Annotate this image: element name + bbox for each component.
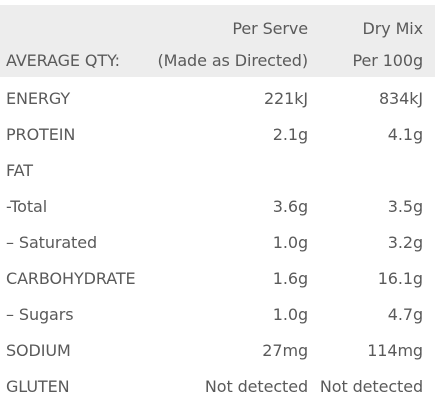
nutrient-label: CARBOHYDRATE xyxy=(6,269,136,288)
table-row: -Total 3.6g 3.5g xyxy=(0,189,435,225)
per-100g-value: 834kJ xyxy=(378,89,423,108)
nutrient-label: SODIUM xyxy=(6,341,71,360)
table-row: CARBOHYDRATE 1.6g 16.1g xyxy=(0,261,435,297)
per-serve-value: Not detected xyxy=(204,377,308,396)
average-qty-header: AVERAGE QTY: xyxy=(6,51,120,70)
per-100g-value: 3.2g xyxy=(387,233,423,252)
table-row: FAT xyxy=(0,153,435,189)
per-serve-value: 221kJ xyxy=(263,89,308,108)
per-serve-value: 1.0g xyxy=(272,233,308,252)
nutrient-label: PROTEIN xyxy=(6,125,76,144)
table-row: SODIUM 27mg 114mg xyxy=(0,333,435,369)
per-serve-value: 2.1g xyxy=(272,125,308,144)
per-100g-header: Per 100g xyxy=(352,51,424,70)
nutrient-label: -Total xyxy=(6,197,48,216)
table-header: AVERAGE QTY: Per Serve (Made as Directed… xyxy=(0,5,435,77)
made-as-directed-header: (Made as Directed) xyxy=(157,51,308,70)
per-100g-value: 16.1g xyxy=(377,269,423,288)
per-100g-value: 4.7g xyxy=(387,305,423,324)
nutrient-label: – Sugars xyxy=(6,305,74,324)
per-serve-value: 1.6g xyxy=(272,269,308,288)
nutrient-label: ENERGY xyxy=(6,89,71,108)
per-100g-value: 4.1g xyxy=(387,125,423,144)
table-row: PROTEIN 2.1g 4.1g xyxy=(0,117,435,153)
per-100g-value: 3.5g xyxy=(387,197,423,216)
table-row: – Saturated 1.0g 3.2g xyxy=(0,225,435,261)
per-serve-header: Per Serve xyxy=(232,19,308,38)
nutrient-label: FAT xyxy=(6,161,33,180)
per-serve-value: 27mg xyxy=(262,341,308,360)
per-100g-value: Not detected xyxy=(319,377,423,396)
table-row: GLUTEN Not detected Not detected xyxy=(0,369,435,405)
per-serve-value: 1.0g xyxy=(272,305,308,324)
table-row: ENERGY 221kJ 834kJ xyxy=(0,81,435,117)
nutrient-label: GLUTEN xyxy=(6,377,70,396)
nutrient-label: – Saturated xyxy=(6,233,98,252)
per-100g-value: 114mg xyxy=(367,341,423,360)
dry-mix-header: Dry Mix xyxy=(362,19,424,38)
per-serve-value: 3.6g xyxy=(272,197,308,216)
table-row: – Sugars 1.0g 4.7g xyxy=(0,297,435,333)
